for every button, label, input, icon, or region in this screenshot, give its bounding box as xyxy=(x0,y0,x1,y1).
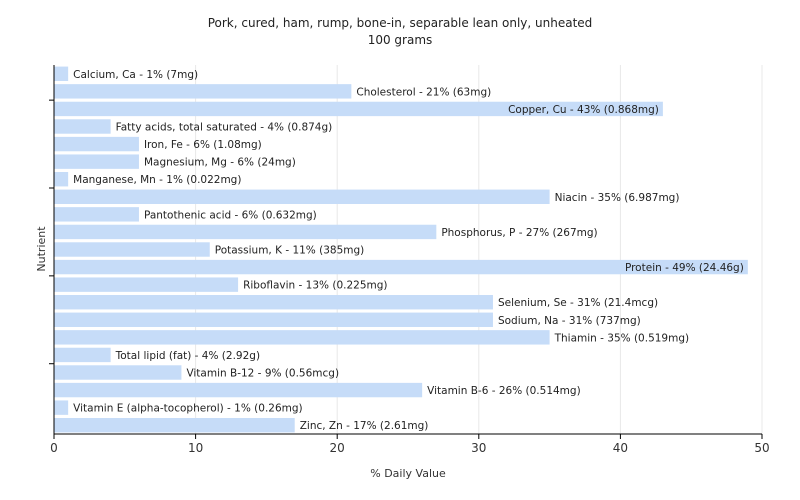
bar xyxy=(54,136,139,152)
bar-label: Vitamin E (alpha-tocopherol) - 1% (0.26m… xyxy=(73,403,303,415)
chart-title: Pork, cured, ham, rump, bone-in, separab… xyxy=(207,16,593,30)
bar-label: Copper, Cu - 43% (0.868mg) xyxy=(508,104,659,116)
bar-label: Fatty acids, total saturated - 4% (0.874… xyxy=(116,122,333,134)
x-ticks: 0 10 20 30 40 50 xyxy=(50,434,770,455)
bar xyxy=(54,277,239,292)
bar-label: Protein - 49% (24.46g) xyxy=(625,262,744,274)
bar-label: Manganese, Mn - 1% (0.022mg) xyxy=(73,174,241,186)
x-tick-label: 20 xyxy=(330,441,345,455)
bar xyxy=(54,224,437,240)
bar xyxy=(54,259,748,275)
x-tick-label: 40 xyxy=(613,441,628,455)
bar xyxy=(54,66,69,81)
bar xyxy=(54,154,139,169)
bar xyxy=(54,418,295,433)
bar-label: Cholesterol - 21% (63mg) xyxy=(356,86,491,98)
axes xyxy=(53,65,762,435)
bar-label: Sodium, Na - 31% (737mg) xyxy=(498,315,641,327)
bar xyxy=(54,207,139,222)
x-axis-label: % Daily Value xyxy=(370,467,446,480)
bar xyxy=(54,400,69,415)
x-tick-label: 50 xyxy=(754,441,769,455)
bar-label: Pantothenic acid - 6% (0.632mg) xyxy=(144,209,317,221)
chart-subtitle: 100 grams xyxy=(367,33,433,47)
x-tick-label: 10 xyxy=(188,441,203,455)
bar-label: Iron, Fe - 6% (1.08mg) xyxy=(144,139,262,151)
bar-label: Vitamin B-12 - 9% (0.56mcg) xyxy=(186,368,339,380)
bar xyxy=(54,84,352,99)
bar-label: Potassium, K - 11% (385mg) xyxy=(215,245,365,257)
bar-label: Thiamin - 35% (0.519mg) xyxy=(554,332,690,344)
bar-label: Riboflavin - 13% (0.225mg) xyxy=(243,280,387,292)
bar-label: Niacin - 35% (6.987mg) xyxy=(555,192,680,204)
bar-label: Selenium, Se - 31% (21.4mcg) xyxy=(498,297,658,309)
bar xyxy=(54,119,111,134)
bar xyxy=(54,382,423,398)
bar-label: Zinc, Zn - 17% (2.61mg) xyxy=(300,420,429,432)
y-ticks xyxy=(49,99,54,365)
bar-label: Vitamin B-6 - 26% (0.514mg) xyxy=(427,385,581,397)
y-axis-label: Nutrient xyxy=(35,226,48,272)
bars: Calcium, Ca - 1% (7mg) Cholesterol - 21% … xyxy=(54,66,748,433)
bar xyxy=(54,347,111,363)
bar xyxy=(54,172,69,187)
bar-label: Phosphorus, P - 27% (267mg) xyxy=(441,227,597,239)
x-tick-label: 30 xyxy=(471,441,486,455)
bar-label: Magnesium, Mg - 6% (24mg) xyxy=(144,157,296,169)
x-tick-label: 0 xyxy=(50,441,58,455)
bar xyxy=(54,330,550,345)
bar xyxy=(54,242,210,257)
bar xyxy=(54,101,663,117)
bar xyxy=(54,365,182,380)
bar-label: Calcium, Ca - 1% (7mg) xyxy=(73,69,198,81)
bar xyxy=(54,295,493,310)
bar xyxy=(54,189,550,204)
bar-label: Total lipid (fat) - 4% (2.92g) xyxy=(115,350,260,362)
gridlines xyxy=(195,65,763,434)
bar xyxy=(54,312,493,327)
